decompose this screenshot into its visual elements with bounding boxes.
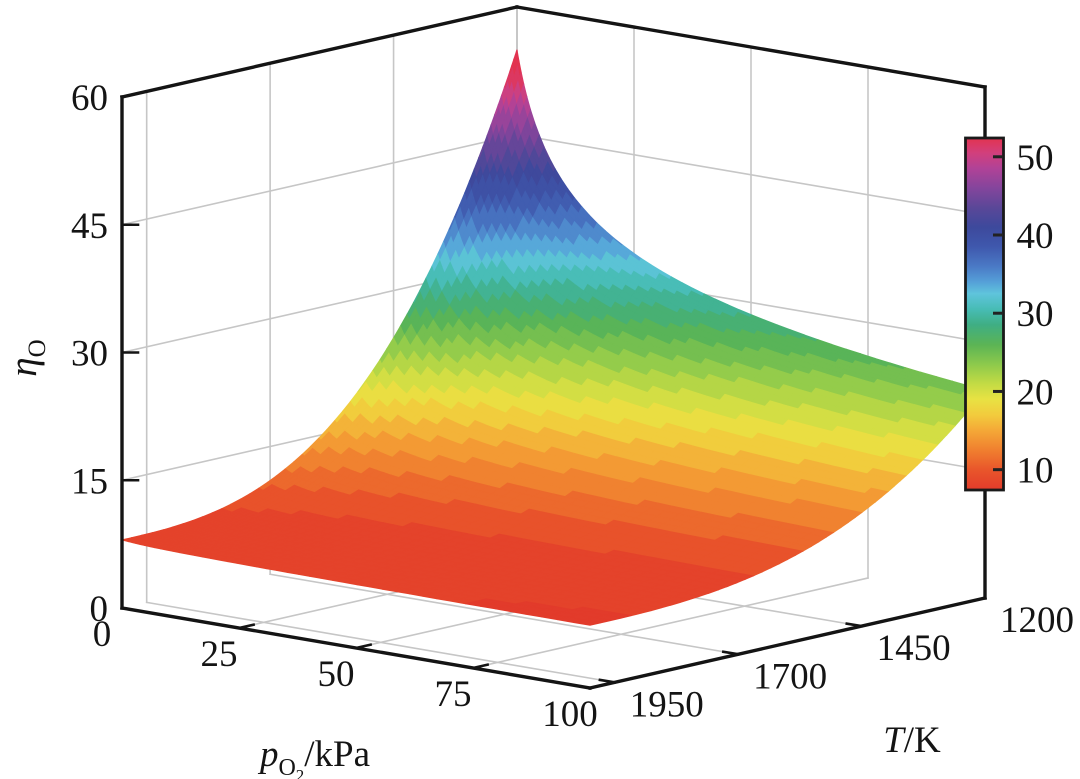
- t-tick-label-text: 1950: [630, 684, 704, 725]
- colorbar-tick-label: 20: [1017, 372, 1054, 413]
- x-tick-label: 100: [542, 694, 598, 735]
- z-tick-label-text: 15: [71, 461, 108, 502]
- z-tick-label-text: 30: [71, 334, 108, 375]
- z-tick-label-text: 60: [71, 78, 108, 119]
- x-axis-title-text: 2: [296, 766, 305, 779]
- z-axis-title: ηO: [2, 339, 51, 376]
- x-axis-title-text: O: [278, 755, 295, 779]
- z-tick-label: 60: [71, 78, 108, 119]
- x-tick: [354, 643, 373, 650]
- x-tick-label-text: 0: [93, 614, 112, 655]
- z-tick-label-text: 45: [71, 206, 108, 247]
- x-tick: [471, 663, 490, 670]
- z-axis-title-text: η: [2, 357, 45, 376]
- z-axis-title-text: O: [24, 339, 51, 357]
- z-tick-label: 0: [90, 589, 109, 630]
- t-tick: [845, 622, 864, 628]
- x-tick-label: 75: [435, 674, 472, 715]
- axis-ticks: [120, 223, 864, 690]
- t-axis-edge: [587, 595, 988, 691]
- t-tick-label: 1700: [753, 656, 827, 697]
- t-tick: [598, 678, 617, 684]
- t-axis-title-text: /K: [904, 720, 941, 761]
- t-tick-label: 1450: [877, 628, 951, 669]
- x-tick-label: 50: [318, 654, 355, 695]
- x-tick-label: 25: [201, 634, 238, 675]
- top-left-edge: [119, 4, 520, 100]
- z-tick-label: 30: [71, 334, 108, 375]
- z-tick-label: 45: [71, 206, 108, 247]
- x-axis-title-text: p: [257, 734, 279, 775]
- p-floor-gridline: [472, 577, 869, 669]
- colorbar-tick-label: 40: [1017, 216, 1054, 257]
- top-right-edge: [515, 5, 987, 89]
- z-tick-label-text: 0: [90, 589, 109, 630]
- colorbar-tick-label: 50: [1017, 138, 1054, 179]
- colorbar-tick-label: 30: [1017, 294, 1054, 335]
- t-axis-title: T/K: [883, 720, 941, 761]
- x-axis-title: pO2/kPa: [257, 734, 370, 779]
- x-tick-label: 0: [93, 614, 112, 655]
- colorbar-tick-label: 10: [1017, 451, 1054, 492]
- t-tick: [721, 650, 740, 656]
- t-tick-label: 1200: [1000, 600, 1074, 641]
- surface-quad: [573, 619, 601, 626]
- x-tick-label-text: 75: [435, 674, 472, 715]
- surface-3d: [120, 49, 986, 626]
- t-tick-label-text: 1700: [753, 656, 827, 697]
- colorbar-frame: [964, 136, 1005, 492]
- t-tick-label: 1950: [630, 684, 704, 725]
- t-tick-label-text: 1200: [1000, 600, 1074, 641]
- x-tick-label-text: 25: [201, 634, 238, 675]
- x-axis-title-text: /kPa: [304, 734, 370, 775]
- colorbar: 10 20 30 40 50: [964, 136, 1054, 492]
- x-tick-label-text: 100: [542, 694, 598, 735]
- x-tick-label-text: 50: [318, 654, 355, 695]
- t-tick-label-text: 1450: [877, 628, 951, 669]
- x-tick: [588, 683, 607, 690]
- t-axis-title-text: T: [883, 720, 906, 761]
- x-tick: [237, 623, 256, 630]
- z-tick-label: 15: [71, 461, 108, 502]
